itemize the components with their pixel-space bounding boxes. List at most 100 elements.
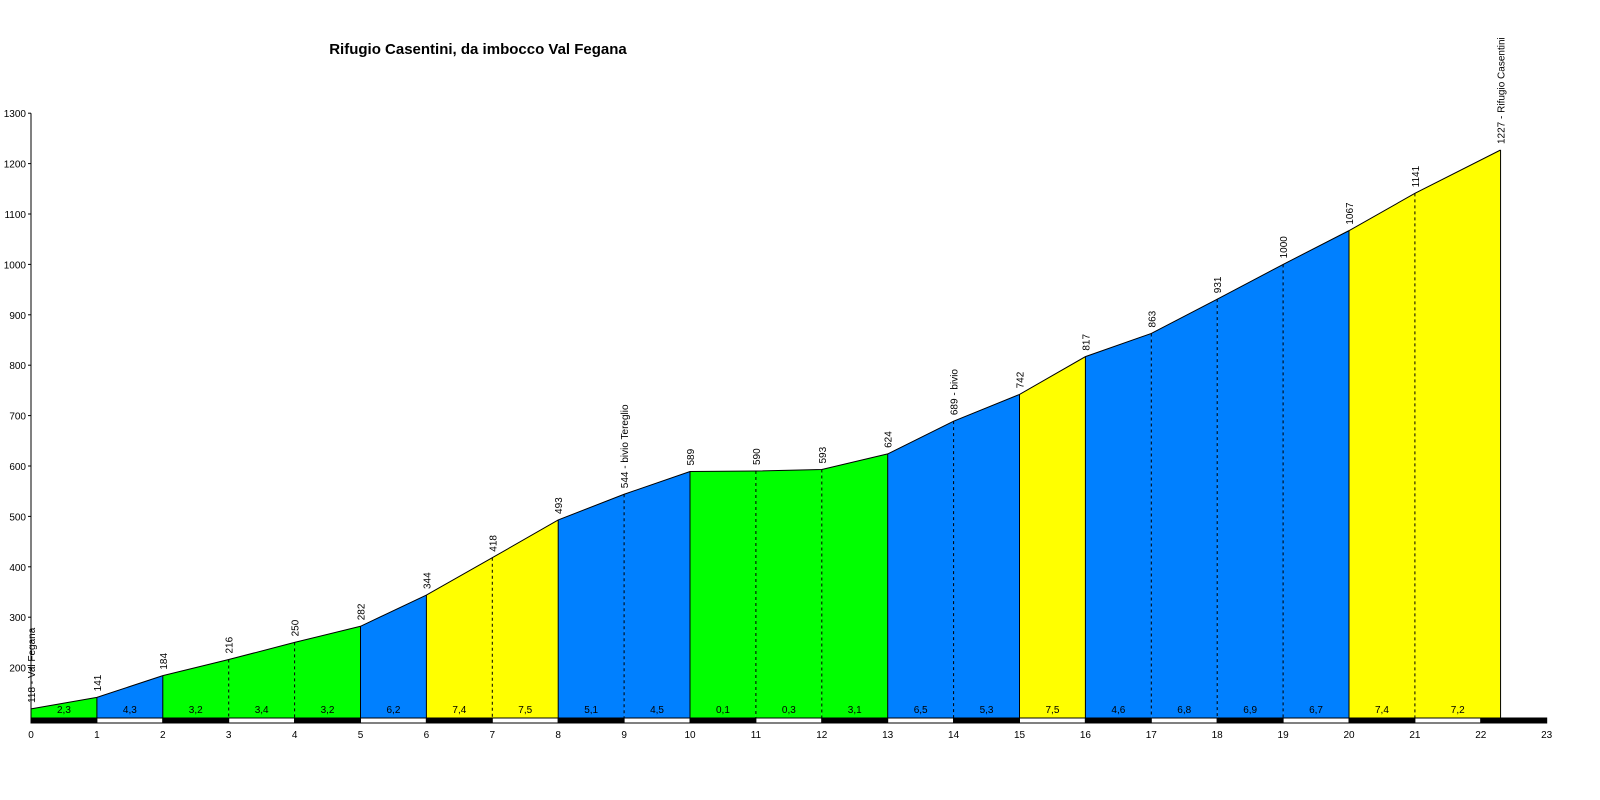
grade-label: 3,1: [848, 705, 862, 716]
grade-label: 7,2: [1451, 705, 1465, 716]
elevation-label: 141: [93, 674, 104, 691]
axes: [28, 112, 1548, 724]
grade-label: 4,6: [1111, 705, 1125, 716]
elevation-label: 742: [1016, 371, 1027, 388]
chart-title: Rifugio Casentini, da imbocco Val Fegana: [329, 41, 627, 58]
x-axis-stripe: [953, 717, 1020, 724]
y-tick-label: 200: [9, 664, 26, 675]
segment-area: [558, 494, 625, 718]
x-axis-stripe: [1084, 717, 1152, 724]
profile-outline: [30, 149, 1501, 710]
x-axis-stripe: [557, 717, 625, 724]
elevation-label: 184: [159, 653, 170, 670]
x-axis-stripe: [1216, 717, 1284, 724]
y-tick-label: 1000: [4, 260, 27, 271]
elevation-label: 216: [225, 636, 236, 653]
y-tick-label: 1300: [4, 109, 27, 120]
segment-area: [162, 659, 229, 718]
x-axis-stripe: [821, 717, 889, 724]
y-tick-label: 900: [9, 311, 26, 322]
x-axis-stripe: [96, 717, 164, 724]
x-tick-labels: 0 1 2 3 4 5 6 7 8 9 10 11 12 13 14 15 16 17 18 19 20 21 22 23: [28, 730, 1552, 741]
segment-area: [31, 697, 97, 718]
x-tick-label: 1: [94, 730, 100, 741]
segment-area: [1283, 230, 1349, 718]
grade-label: 7,4: [452, 705, 466, 716]
segment-area: [426, 557, 493, 718]
x-tick-label: 17: [1146, 730, 1158, 741]
x-axis-stripe: [162, 717, 230, 724]
x-axis-stripe: [1480, 717, 1548, 724]
elevation-label: 493: [554, 497, 565, 514]
elevation-label: 418: [488, 535, 499, 552]
x-axis-stripe: [1019, 717, 1086, 724]
x-tick-label: 2: [160, 730, 166, 741]
grade-label: 6,5: [914, 705, 928, 716]
x-tick-label: 19: [1278, 730, 1290, 741]
segment-area: [887, 421, 954, 718]
elevation-label: 624: [884, 431, 895, 448]
x-axis-stripe: [755, 717, 823, 724]
x-tick-label: 22: [1475, 730, 1487, 741]
x-tick-label: 18: [1212, 730, 1224, 741]
x-axis-stripe: [228, 717, 296, 724]
elevation-label: 1000: [1279, 236, 1290, 259]
x-tick-label: 5: [358, 730, 364, 741]
grade-label: 4,3: [123, 705, 137, 716]
grade-label: 7,4: [1375, 705, 1389, 716]
segment-area: [690, 471, 756, 718]
segment-area: [821, 453, 888, 718]
segment-area: [1151, 299, 1218, 718]
segment-area: [294, 626, 361, 718]
grade-label: 6,2: [386, 705, 400, 716]
elevation-label: 282: [357, 603, 368, 620]
y-tick-label: 1100: [4, 210, 26, 221]
grade-label: 5,1: [584, 705, 598, 716]
segment-area: [96, 675, 163, 718]
elevation-label: 250: [291, 619, 302, 636]
segment-area: [1085, 333, 1152, 718]
y-tick-label: 500: [9, 512, 26, 523]
grade-label: 0,1: [716, 705, 730, 716]
y-tick-label: 800: [9, 361, 26, 372]
elevation-label: 863: [1147, 310, 1158, 327]
elevation-label: 589: [686, 448, 697, 465]
elevation-label: 689 - bivio: [950, 369, 961, 416]
elevation-label: 593: [818, 446, 829, 463]
grade-label: 3,2: [189, 705, 203, 716]
x-axis-stripe: [294, 717, 362, 724]
grade-label: 3,2: [321, 705, 335, 716]
segment-dividers: [96, 149, 1502, 718]
x-tick-label: 9: [621, 730, 627, 741]
grade-label: 4,5: [650, 705, 664, 716]
segment-area: [1349, 193, 1415, 718]
x-axis-stripe: [689, 717, 757, 724]
segment-area: [1019, 356, 1086, 718]
elevation-label: 590: [752, 448, 763, 465]
x-axis-stripe: [1150, 717, 1218, 724]
grade-label: 2,3: [57, 705, 71, 716]
x-tick-label: 3: [226, 730, 232, 741]
segment-area: [1414, 149, 1501, 718]
x-axis-stripe: [360, 717, 427, 724]
x-tick-label: 4: [292, 730, 298, 741]
segment-area: [360, 595, 427, 718]
x-tick-label: 10: [684, 730, 696, 741]
grade-label: 6,8: [1177, 705, 1191, 716]
elevation-label: 344: [422, 572, 433, 589]
x-axis-stripe: [1282, 717, 1350, 724]
x-axis-stripe: [1414, 717, 1482, 724]
segment-area: [1217, 264, 1284, 718]
grade-label: 3,4: [255, 705, 269, 716]
profile-line: [30, 149, 1501, 710]
profile-areas: [31, 149, 1501, 718]
elevation-label: 544 - bivio Tereglio: [620, 404, 631, 488]
grade-label: 7,5: [1045, 705, 1059, 716]
y-tick-label: 600: [9, 462, 26, 473]
grade-label: 5,3: [980, 705, 994, 716]
grade-label: 0,3: [782, 705, 796, 716]
x-tick-label: 16: [1080, 730, 1092, 741]
segment-area: [492, 519, 559, 718]
elevation-label: 1227 - Rifugio Casentini: [1497, 37, 1508, 144]
segment-area: [953, 394, 1020, 718]
